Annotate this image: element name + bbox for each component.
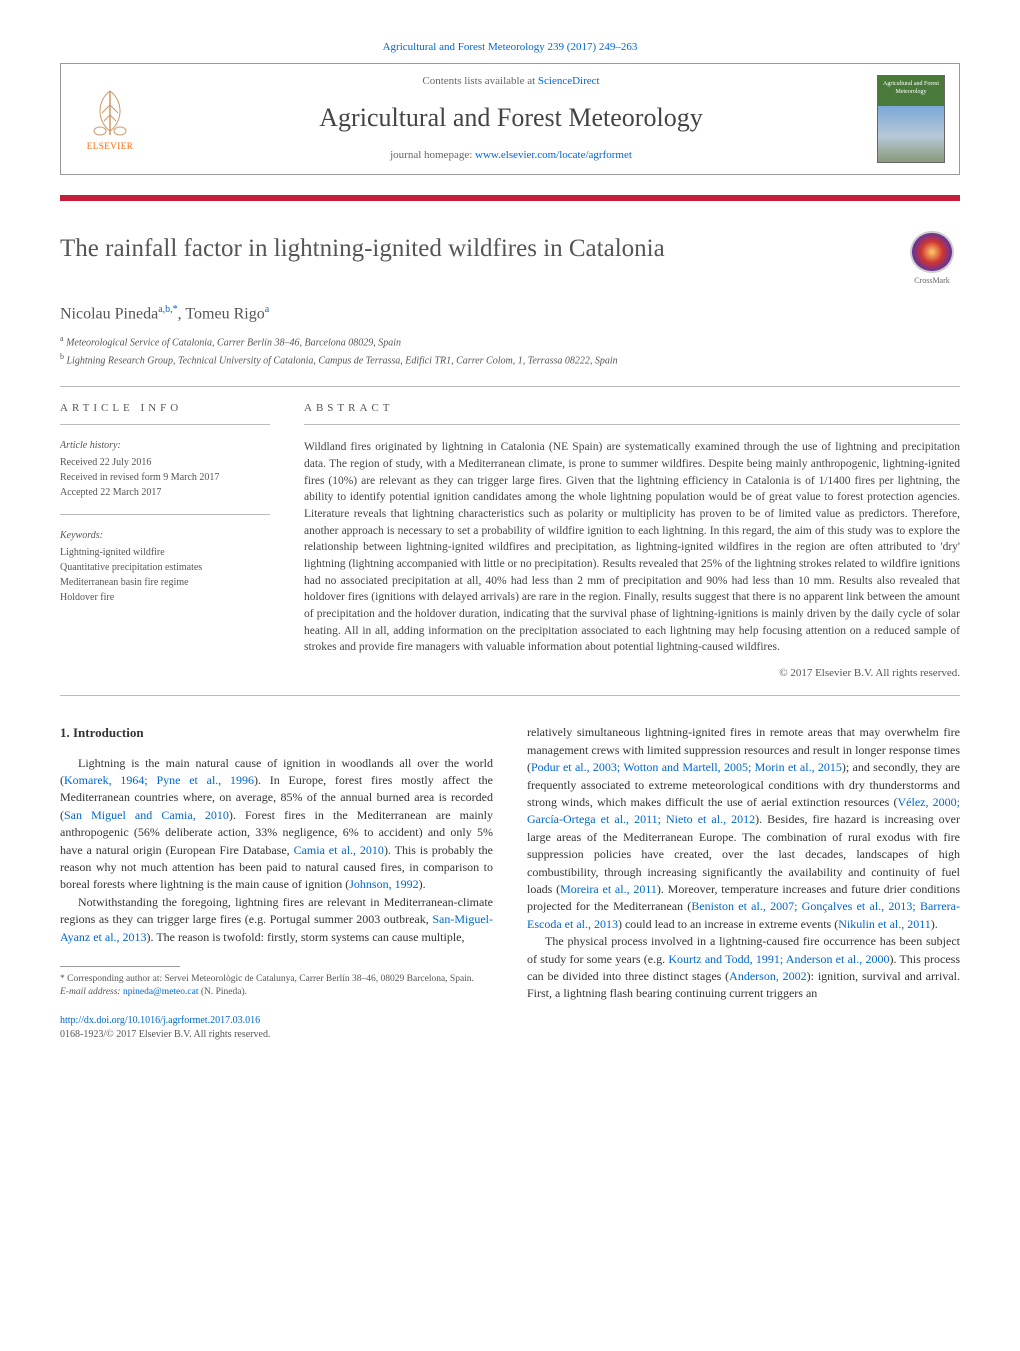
homepage-prefix: journal homepage: <box>390 149 475 161</box>
left-column: 1. Introduction Lightning is the main na… <box>60 724 493 1041</box>
keyword: Mediterranean basin fire regime <box>60 575 270 590</box>
email-suffix: (N. Pineda). <box>198 987 247 997</box>
sciencedirect-link[interactable]: ScienceDirect <box>538 75 600 87</box>
intro-para-2: Notwithstanding the foregoing, lightning… <box>60 894 493 946</box>
accepted-date: Accepted 22 March 2017 <box>60 485 270 500</box>
divider <box>304 424 960 425</box>
article-info-label: article info <box>60 401 270 416</box>
abstract-column: abstract Wildland fires originated by li… <box>304 401 960 682</box>
header-center: Contents lists available at ScienceDirec… <box>145 74 877 163</box>
author-2: , Tomeu Rigo <box>178 305 265 322</box>
citation-link[interactable]: Anderson, 2002 <box>729 969 807 983</box>
elsevier-logo[interactable]: ELSEVIER <box>75 79 145 159</box>
citation-link[interactable]: San Miguel and Camia, 2010 <box>64 808 229 822</box>
citation-link[interactable]: Podur et al., 2003; Wotton and Martell, … <box>531 760 842 774</box>
journal-homepage-link[interactable]: www.elsevier.com/locate/agrformet <box>475 149 632 161</box>
author-1: Nicolau Pineda <box>60 305 158 322</box>
affil-b-sup: b <box>60 352 64 361</box>
citation-link[interactable]: Nikulin et al., 2011 <box>838 917 931 931</box>
journal-header-box: ELSEVIER Contents lists available at Sci… <box>60 63 960 174</box>
citation-link[interactable]: Komarek, 1964; Pyne et al., 1996 <box>64 773 254 787</box>
divider <box>60 424 270 425</box>
doi-link[interactable]: http://dx.doi.org/10.1016/j.agrformet.20… <box>60 1015 260 1026</box>
cover-title-text: Agricultural and Forest Meteorology <box>878 80 944 97</box>
affil-a-sup: a <box>60 334 64 343</box>
affiliations-block: a Meteorological Service of Catalonia, C… <box>60 333 960 368</box>
text: ) could lead to an increase in extreme e… <box>618 917 838 931</box>
red-divider-bar <box>60 195 960 201</box>
abstract-text: Wildland fires originated by lightning i… <box>304 439 960 656</box>
elsevier-tree-icon <box>86 85 134 137</box>
article-title: The rainfall factor in lightning-ignited… <box>60 231 884 266</box>
introduction-heading: 1. Introduction <box>60 724 493 742</box>
divider <box>60 695 960 696</box>
affiliation-a: Meteorological Service of Catalonia, Car… <box>66 338 401 349</box>
issn-copyright-line: 0168-1923/© 2017 Elsevier B.V. All right… <box>60 1028 493 1042</box>
corr-author-text: * Corresponding author at: Servei Meteor… <box>60 973 493 986</box>
corr-email-link[interactable]: npineda@meteo.cat <box>123 987 198 997</box>
keyword: Lightning-ignited wildfire <box>60 545 270 560</box>
author-2-affil-sup: a <box>265 304 269 315</box>
citation-link[interactable]: Johnson, 1992 <box>349 877 418 891</box>
text: ). <box>419 877 426 891</box>
contents-lists-line: Contents lists available at ScienceDirec… <box>145 74 877 89</box>
elsevier-label: ELSEVIER <box>87 140 134 153</box>
journal-homepage-line: journal homepage: www.elsevier.com/locat… <box>145 148 877 163</box>
doi-block: http://dx.doi.org/10.1016/j.agrformet.20… <box>60 1014 493 1042</box>
article-info-sidebar: article info Article history: Received 2… <box>60 401 270 682</box>
authors-line: Nicolau Pinedaa,b,*, Tomeu Rigoa <box>60 303 960 326</box>
corresponding-author-footnote: * Corresponding author at: Servei Meteor… <box>60 973 493 1000</box>
crossmark-badge[interactable]: CrossMark <box>904 231 960 287</box>
intro-para-3: relatively simultaneous lightning-ignite… <box>527 724 960 933</box>
keyword: Quantitative precipitation estimates <box>60 560 270 575</box>
citation-link[interactable]: Camia et al., 2010 <box>294 843 384 857</box>
citation-link[interactable]: Moreira et al., 2011 <box>560 882 657 896</box>
text: ). The reason is twofold: firstly, storm… <box>147 930 465 944</box>
email-label: E-mail address: <box>60 987 123 997</box>
affiliation-b: Lightning Research Group, Technical Univ… <box>67 355 618 366</box>
journal-title: Agricultural and Forest Meteorology <box>145 100 877 136</box>
abstract-copyright: © 2017 Elsevier B.V. All rights reserved… <box>304 666 960 681</box>
article-history-block: Article history: Received 22 July 2016 R… <box>60 439 270 500</box>
keywords-label: Keywords: <box>60 529 270 543</box>
text: ). <box>931 917 938 931</box>
crossmark-icon <box>910 231 954 274</box>
keyword: Holdover fire <box>60 590 270 605</box>
citation-link[interactable]: Kourtz and Todd, 1991; Anderson et al., … <box>668 952 889 966</box>
crossmark-label: CrossMark <box>914 275 950 286</box>
contents-prefix: Contents lists available at <box>422 75 537 87</box>
text: Notwithstanding the foregoing, lightning… <box>60 895 493 926</box>
received-date: Received 22 July 2016 <box>60 455 270 470</box>
abstract-label: abstract <box>304 401 960 416</box>
divider <box>60 514 270 515</box>
journal-cover-thumbnail[interactable]: Agricultural and Forest Meteorology <box>877 75 945 163</box>
history-label: Article history: <box>60 439 270 453</box>
right-column: relatively simultaneous lightning-ignite… <box>527 724 960 1041</box>
author-1-affil-sup: a,b, <box>158 304 172 315</box>
revised-date: Received in revised form 9 March 2017 <box>60 470 270 485</box>
intro-para-1: Lightning is the main natural cause of i… <box>60 755 493 894</box>
keywords-block: Keywords: Lightning-ignited wildfire Qua… <box>60 529 270 605</box>
footnote-separator <box>60 966 180 967</box>
journal-issue-link[interactable]: Agricultural and Forest Meteorology 239 … <box>60 40 960 55</box>
divider <box>60 386 960 387</box>
intro-para-4: The physical process involved in a light… <box>527 933 960 1003</box>
